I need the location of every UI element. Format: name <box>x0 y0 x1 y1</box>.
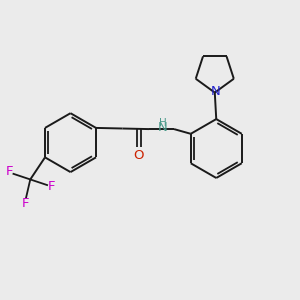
Text: N: N <box>158 121 168 134</box>
Text: O: O <box>134 148 144 161</box>
Text: H: H <box>159 118 167 128</box>
Text: N: N <box>211 85 220 98</box>
Text: F: F <box>5 165 13 178</box>
Text: F: F <box>48 180 56 193</box>
Text: F: F <box>22 197 29 210</box>
